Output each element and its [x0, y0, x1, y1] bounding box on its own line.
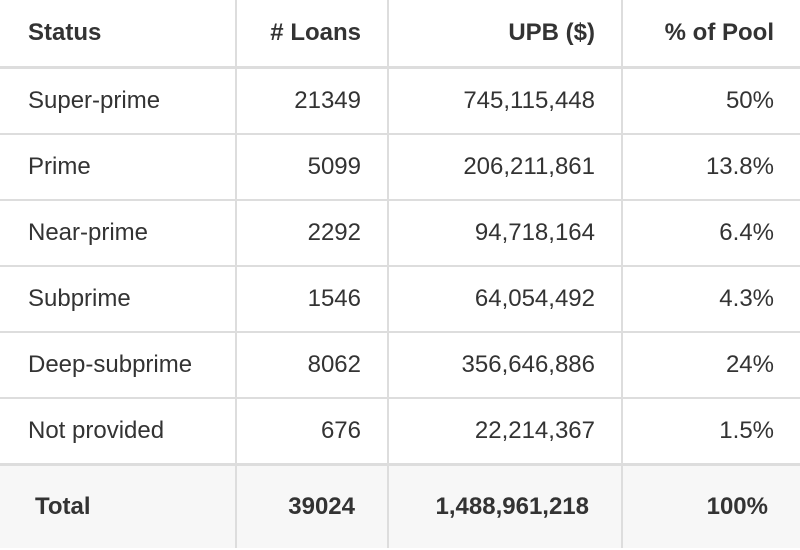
- loans-cell: 2292: [235, 199, 389, 267]
- pct-pool-cell: 4.3%: [621, 265, 800, 333]
- loans-cell: 21349: [235, 66, 389, 135]
- header-upb: UPB ($): [387, 0, 623, 69]
- upb-cell: 64,054,492: [387, 265, 623, 333]
- pct-pool-cell: 50%: [621, 66, 800, 135]
- total-pct-pool-cell: 100%: [621, 463, 800, 548]
- pct-pool-cell: 13.8%: [621, 133, 800, 201]
- total-upb-cell: 1,488,961,218: [387, 463, 623, 548]
- status-cell: Deep-subprime: [0, 331, 237, 399]
- status-cell: Subprime: [0, 265, 237, 333]
- upb-cell: 745,115,448: [387, 66, 623, 135]
- table-row: Deep-subprime 8062 356,646,886 24%: [0, 331, 800, 399]
- header-row: Status # Loans UPB ($) % of Pool: [0, 0, 800, 69]
- table-row: Prime 5099 206,211,861 13.8%: [0, 133, 800, 201]
- upb-cell: 206,211,861: [387, 133, 623, 201]
- upb-cell: 356,646,886: [387, 331, 623, 399]
- loans-cell: 8062: [235, 331, 389, 399]
- status-cell: Prime: [0, 133, 237, 201]
- total-status-cell: Total: [0, 463, 237, 548]
- pct-pool-cell: 6.4%: [621, 199, 800, 267]
- loans-cell: 1546: [235, 265, 389, 333]
- table-row: Super-prime 21349 745,115,448 50%: [0, 66, 800, 135]
- table-row: Subprime 1546 64,054,492 4.3%: [0, 265, 800, 333]
- pct-pool-cell: 1.5%: [621, 397, 800, 466]
- total-loans-cell: 39024: [235, 463, 389, 548]
- header-status: Status: [0, 0, 237, 69]
- loans-cell: 676: [235, 397, 389, 466]
- header-loans: # Loans: [235, 0, 389, 69]
- pct-pool-cell: 24%: [621, 331, 800, 399]
- status-cell: Not provided: [0, 397, 237, 466]
- status-cell: Super-prime: [0, 66, 237, 135]
- loans-cell: 5099: [235, 133, 389, 201]
- table-row: Near-prime 2292 94,718,164 6.4%: [0, 199, 800, 267]
- upb-cell: 22,214,367: [387, 397, 623, 466]
- total-row: Total 39024 1,488,961,218 100%: [0, 463, 800, 548]
- status-cell: Near-prime: [0, 199, 237, 267]
- upb-cell: 94,718,164: [387, 199, 623, 267]
- header-pct-pool: % of Pool: [621, 0, 800, 69]
- table-row: Not provided 676 22,214,367 1.5%: [0, 397, 800, 466]
